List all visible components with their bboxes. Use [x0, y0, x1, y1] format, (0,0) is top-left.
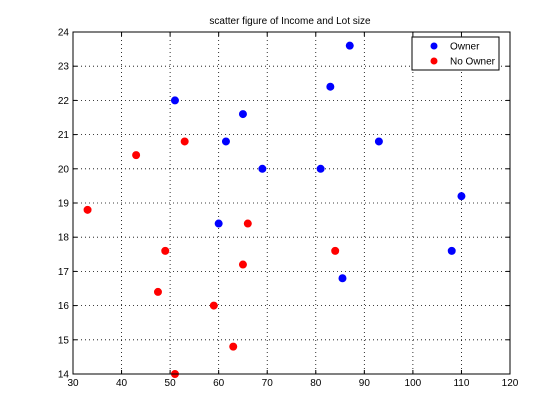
- x-tick-label: 30: [67, 378, 79, 389]
- y-tick-label: 20: [58, 164, 70, 175]
- data-point: [132, 151, 141, 160]
- x-tick-label: 60: [213, 378, 225, 389]
- data-point: [180, 137, 189, 146]
- x-tick-label: 80: [310, 378, 322, 389]
- grid: [73, 32, 510, 374]
- legend-box: [411, 36, 500, 71]
- y-tick-label: 14: [58, 370, 70, 381]
- data-point: [153, 287, 162, 296]
- series-owner: [170, 41, 466, 283]
- y-tick-label: 19: [58, 199, 70, 210]
- legend-label: Owner: [450, 42, 480, 53]
- x-tick-label: 40: [116, 378, 128, 389]
- legend: Owner No Owner: [411, 36, 500, 71]
- y-tick-label: 16: [58, 301, 70, 312]
- data-point: [161, 246, 170, 255]
- y-tick-label: 18: [58, 233, 70, 244]
- data-point: [258, 164, 267, 173]
- plot-frame: [72, 31, 511, 375]
- data-point: [326, 82, 335, 91]
- data-point: [209, 301, 218, 310]
- data-point: [457, 192, 466, 201]
- data-point: [345, 41, 354, 50]
- data-point: [221, 137, 230, 146]
- x-tick-label: 50: [165, 378, 177, 389]
- y-tick-label: 21: [58, 130, 70, 141]
- data-point: [238, 110, 247, 119]
- x-tick-label: 90: [359, 378, 371, 389]
- y-tick-labels: 14 15 16 17 18 19 20 21 22 23 24: [58, 28, 70, 381]
- data-point: [374, 137, 383, 146]
- data-point: [238, 260, 247, 269]
- data-point: [170, 96, 179, 105]
- y-tick-label: 24: [58, 28, 70, 39]
- chart-title: scatter figure of Income and Lot size: [209, 16, 371, 27]
- data-point: [229, 342, 238, 351]
- x-tick-label: 70: [262, 378, 274, 389]
- x-tick-label: 100: [405, 378, 422, 389]
- y-tick-label: 17: [58, 267, 70, 278]
- x-tick-label: 110: [453, 378, 469, 389]
- data-point: [214, 219, 223, 228]
- legend-label: No Owner: [450, 57, 496, 68]
- data-point: [331, 246, 340, 255]
- data-points: [83, 41, 466, 378]
- legend-marker: [430, 42, 438, 50]
- data-point: [316, 164, 325, 173]
- y-tick-label: 23: [58, 62, 70, 73]
- axis-ticks: [72, 31, 511, 375]
- y-tick-label: 22: [58, 96, 70, 107]
- x-tick-label: 120: [502, 378, 519, 389]
- data-point: [447, 246, 456, 255]
- data-point: [338, 274, 347, 283]
- data-point: [243, 219, 252, 228]
- legend-marker: [430, 57, 438, 65]
- y-tick-label: 15: [58, 335, 70, 346]
- plot-area: [73, 32, 510, 374]
- data-point: [83, 205, 92, 214]
- x-tick-labels: 30 40 50 60 70 80 90 100 110 120: [67, 378, 518, 389]
